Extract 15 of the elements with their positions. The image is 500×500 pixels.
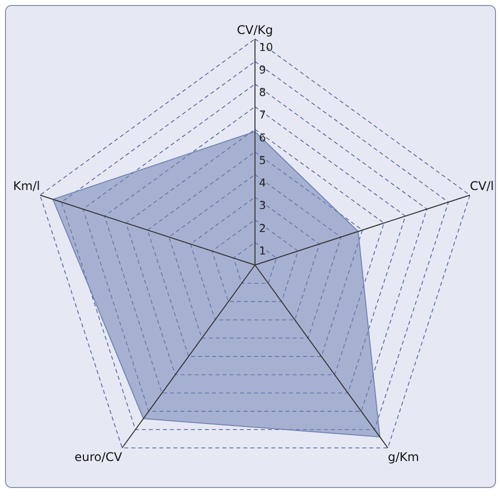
spoke-label: Km/l: [13, 179, 40, 194]
y-tick-label: 8: [258, 86, 266, 100]
y-tick-label: 10: [258, 40, 273, 54]
y-tick-label: 7: [258, 108, 266, 122]
spoke-label: CV/l: [470, 179, 494, 194]
y-tick-label: 2: [258, 222, 266, 235]
spoke-label: g/Km: [388, 450, 420, 464]
y-tick-label: 5: [258, 154, 266, 167]
y-tick-label: 1: [258, 244, 266, 258]
y-tick-label: 3: [258, 199, 266, 212]
y-tick-label: 9: [258, 64, 266, 77]
y-tick-label: 4: [258, 176, 266, 190]
spoke-label: euro/CV: [74, 450, 123, 464]
spoke-label: CV/Kg: [236, 22, 274, 37]
y-tick-label: 6: [258, 131, 266, 144]
